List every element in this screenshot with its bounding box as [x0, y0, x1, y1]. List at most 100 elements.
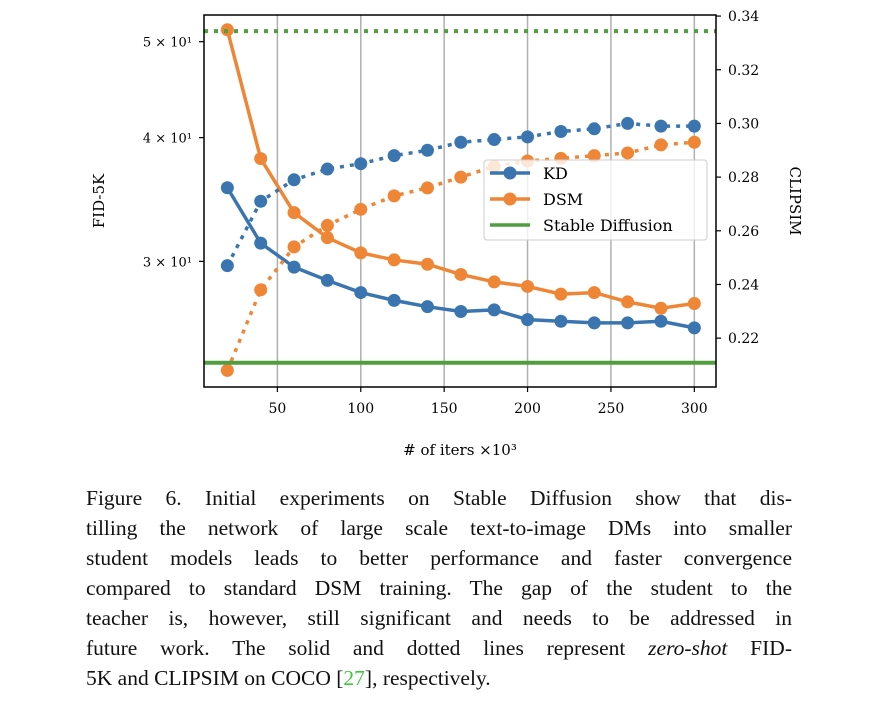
kd-clipsim-point	[387, 149, 401, 163]
caption-line: compared to standard DSM training. The g…	[86, 576, 792, 600]
kd-clipsim-point	[621, 116, 635, 130]
dsm-fid-5k-point	[521, 279, 535, 293]
caption-line: Figure 6. Initial experiments on Stable …	[86, 486, 792, 510]
dsm-fid-5k-point	[387, 253, 401, 267]
kd-fid-5k-point	[687, 321, 701, 335]
plot-frame	[203, 14, 717, 388]
x-tick-label: 100	[347, 401, 374, 417]
dsm-clipsim-point	[354, 202, 368, 216]
x-tick-label: 250	[598, 401, 625, 417]
right-axis-label: CLIPSIM	[786, 166, 804, 235]
kd-fid-5k-point	[220, 181, 234, 195]
x-axis-label: # of iters ×10³	[403, 441, 517, 459]
kd-clipsim-point	[454, 135, 468, 149]
left-tick-label: 3 × 10¹	[143, 255, 192, 270]
dsm-fid-5k-point	[287, 206, 301, 220]
dsm-clipsim-point	[587, 149, 601, 163]
caption-text: ], respectively.	[364, 666, 491, 690]
dsm-fid-5k-point	[487, 275, 501, 289]
dsm-clipsim-point	[220, 363, 234, 377]
figure-caption: Figure 6. Initial experiments on Stable …	[86, 483, 792, 693]
dsm-fid-5k-point	[554, 287, 568, 301]
kd-fid-5k-point	[587, 316, 601, 330]
kd-clipsim-point	[254, 194, 268, 208]
dsm-clipsim-point	[420, 181, 434, 195]
kd-clipsim-point	[287, 173, 301, 187]
kd-clipsim-point	[354, 157, 368, 171]
dsm-clipsim-point	[254, 283, 268, 297]
caption-line: future work. The solid and dotted lines …	[86, 633, 792, 663]
kd-clipsim-point	[521, 130, 535, 144]
kd-clipsim-point	[554, 124, 568, 138]
caption-line: tilling the network of large scale text-…	[86, 516, 792, 540]
kd-fid-5k-point	[387, 293, 401, 307]
kd-fid-5k-point	[287, 260, 301, 274]
x-tick-label: 300	[681, 401, 708, 417]
caption-text: 5K and CLIPSIM on COCO [	[86, 666, 344, 690]
dsm-fid-5k-point	[621, 295, 635, 309]
kd-clipsim-point	[587, 122, 601, 136]
chart: 50 100 150 200 250 300 5 × 10¹ 4 × 10¹ 3 × 10¹ 0.…	[90, 9, 804, 459]
kd-fid-5k-point	[320, 273, 334, 287]
left-axis-label: FID-5K	[90, 173, 108, 228]
kd-fid-5k-point	[554, 314, 568, 328]
dsm-fid-5k-point	[420, 257, 434, 271]
right-tick-label: 0.30	[728, 116, 759, 132]
legend-label: DSM	[543, 190, 583, 209]
dsm-clipsim-point	[654, 138, 668, 152]
dsm-fid-5k-point	[454, 267, 468, 281]
legend-label: Stable Diffusion	[543, 216, 673, 235]
left-tick-label: 4 × 10¹	[143, 132, 192, 147]
caption-italic: zero-shot	[648, 636, 728, 660]
kd-clipsim-point	[654, 119, 668, 133]
dsm-clipsim-point	[387, 189, 401, 203]
caption-text: FID-	[727, 636, 792, 660]
dsm-clipsim-point	[287, 240, 301, 254]
dsm-fid-5k-point	[687, 297, 701, 311]
kd-clipsim-point	[320, 162, 334, 176]
kd-fid-5k-point	[621, 316, 635, 330]
x-tick-label: 200	[514, 401, 541, 417]
left-tick-label: 5 × 10¹	[143, 36, 192, 51]
citation-link[interactable]: 27	[343, 666, 365, 690]
x-tick-label: 150	[431, 401, 458, 417]
kd-fid-5k-point	[487, 303, 501, 317]
kd-clipsim-point	[420, 143, 434, 157]
dsm-clipsim-point	[621, 146, 635, 160]
series-layer	[204, 23, 716, 377]
kd-fid-5k-point	[454, 304, 468, 318]
dsm-clipsim-point	[320, 218, 334, 232]
legend: KD DSM Stable Diffusion	[483, 159, 708, 241]
kd-fid-5k-point	[420, 300, 434, 314]
caption-line: student models leads to better performan…	[86, 546, 792, 570]
caption-line: 5K and CLIPSIM on COCO [27], respectivel…	[86, 663, 792, 693]
right-tick-label: 0.28	[728, 170, 759, 186]
kd-fid-5k-point	[354, 286, 368, 300]
dsm-fid-5k-point	[254, 152, 268, 166]
legend-box	[483, 159, 708, 241]
dsm-clipsim-point	[454, 170, 468, 184]
kd-fid-5k-point	[254, 236, 268, 250]
kd-clipsim-point	[687, 119, 701, 133]
dsm-fid-5k-point	[654, 301, 668, 315]
right-tick-label: 0.34	[728, 9, 759, 25]
legend-marker	[503, 166, 517, 180]
right-tick-label: 0.32	[728, 63, 759, 79]
kd-clipsim-point	[220, 259, 234, 273]
dsm-clipsim-point	[687, 135, 701, 149]
dsm-fid-5k-point	[587, 286, 601, 300]
right-tick-label: 0.22	[728, 331, 759, 347]
legend-label: KD	[543, 164, 568, 183]
caption-line: teacher is, however, still significant a…	[86, 606, 792, 630]
kd-fid-5k-point	[521, 313, 535, 327]
x-tick-label: 50	[268, 401, 286, 417]
dsm-fid-5k-point	[320, 231, 334, 245]
kd-fid-5k-point	[654, 314, 668, 328]
caption-text: future work. The solid and dotted lines …	[86, 636, 649, 660]
right-tick-label: 0.24	[728, 277, 759, 293]
kd-clipsim-point	[487, 133, 501, 147]
dsm-fid-5k-point	[354, 246, 368, 260]
axes: 50 100 150 200 250 300 5 × 10¹ 4 × 10¹ 3 × 10¹ 0.…	[143, 9, 759, 417]
right-tick-label: 0.26	[728, 224, 759, 240]
legend-marker	[503, 192, 517, 206]
